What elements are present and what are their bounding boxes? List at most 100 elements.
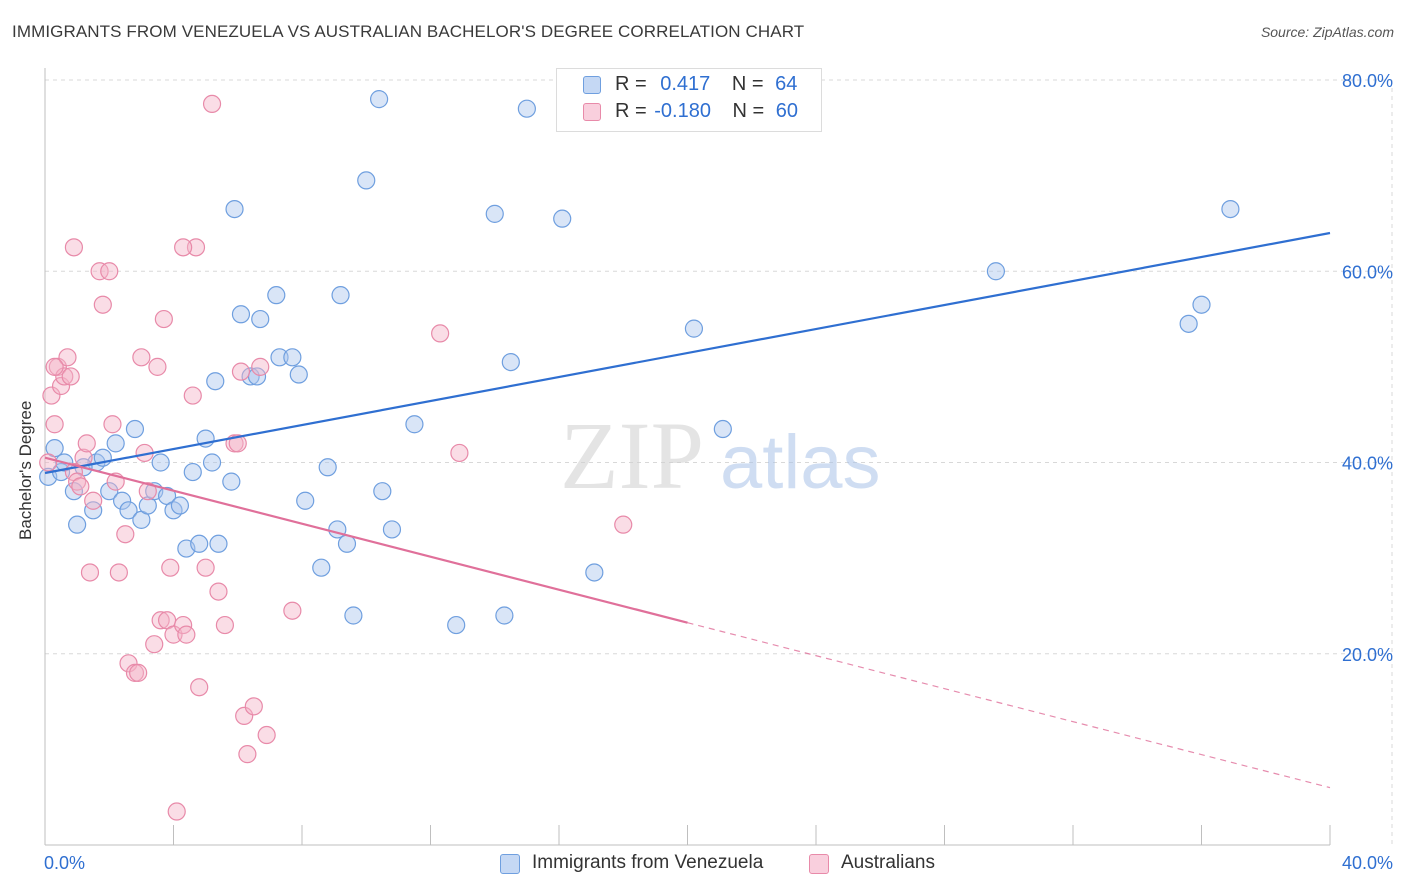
- australians-point: [42, 386, 61, 405]
- venezuela-point: [125, 419, 145, 439]
- australians-point: [132, 348, 151, 367]
- legend-r-label: R =: [615, 73, 647, 95]
- venezuela-point: [373, 482, 392, 501]
- venezuela-point: [267, 286, 286, 305]
- venezuela-point: [202, 453, 222, 472]
- venezuela-point: [231, 305, 251, 324]
- australians-point: [215, 615, 234, 635]
- bottom-legend-label: Australians: [841, 852, 935, 873]
- venezuela-point: [553, 209, 572, 228]
- australians-point: [228, 434, 247, 453]
- venezuela-point: [106, 434, 125, 453]
- venezuela-point: [151, 453, 170, 472]
- australians-point: [58, 348, 77, 367]
- australians-point: [174, 615, 193, 635]
- australians-point: [45, 357, 64, 376]
- data-points: [39, 90, 1240, 821]
- australians-point: [238, 745, 257, 764]
- venezuela-point: [713, 419, 732, 439]
- legend-n-label: N =: [732, 100, 765, 122]
- australians-point: [116, 525, 135, 544]
- australians-point: [90, 262, 109, 281]
- x-tick-label: 0.0%: [44, 853, 85, 873]
- venezuela-point: [68, 515, 87, 534]
- australians-trend-line-dashed: [687, 622, 1331, 789]
- legend-n-value: 64: [775, 73, 798, 95]
- watermark-zip: ZIP: [560, 402, 704, 509]
- venezuela-point: [585, 563, 604, 582]
- australians-point: [161, 558, 180, 577]
- venezuela-point: [170, 496, 190, 515]
- australians-point: [51, 376, 71, 396]
- legend-r-value: -0.180: [654, 100, 711, 122]
- australians-point: [251, 357, 270, 376]
- australians-point: [183, 386, 202, 405]
- grid-lines: [45, 79, 1393, 845]
- australians-point: [93, 295, 112, 314]
- australians-point: [283, 601, 302, 620]
- australians-point: [450, 443, 469, 463]
- venezuela-point: [357, 171, 376, 190]
- australians-point: [177, 625, 196, 644]
- australians-point: [235, 706, 254, 726]
- australians-point: [186, 238, 206, 257]
- australians-point: [109, 563, 128, 582]
- australians-point: [64, 238, 84, 257]
- australians-point: [45, 415, 64, 434]
- australians-trend-line: [44, 456, 688, 624]
- bottom-legend-swatch-pink: [809, 854, 829, 874]
- australians-point: [129, 663, 148, 682]
- venezuela-point: [495, 606, 514, 625]
- y-axis-label: Bachelor's Degree: [16, 400, 35, 540]
- venezuela-point: [183, 462, 202, 482]
- australians-point: [431, 324, 450, 343]
- venezuela-point: [190, 534, 209, 553]
- venezuela-point: [222, 472, 241, 491]
- stats-legend: R = 0.417 N = 64 R = -0.180 N = 60: [556, 68, 822, 132]
- watermark: ZIP atlas: [560, 402, 881, 509]
- y-tick-labels: 20.0% 40.0% 60.0% 80.0%: [1342, 71, 1393, 665]
- y-tick-label: 40.0%: [1342, 454, 1393, 474]
- y-tick-label: 80.0%: [1342, 71, 1393, 91]
- venezuela-point: [283, 348, 302, 367]
- legend-n-value: 60: [775, 100, 799, 122]
- venezuela-point: [344, 606, 363, 625]
- australians-point: [190, 678, 209, 697]
- australians-point: [174, 238, 193, 257]
- venezuela-point: [405, 415, 424, 434]
- trend-lines: [44, 231, 1331, 789]
- australians-point: [138, 482, 157, 501]
- venezuela-point: [209, 534, 228, 553]
- venezuela-point: [312, 558, 331, 577]
- australians-point: [71, 477, 90, 496]
- venezuela-point: [684, 319, 704, 338]
- bottom-legend-swatch-blue: [500, 854, 520, 874]
- x-tick-labels: 0.0% 40.0%: [44, 853, 1393, 873]
- x-tick-label: 40.0%: [1342, 853, 1393, 873]
- venezuela-point: [251, 309, 270, 329]
- australians-point: [77, 434, 96, 453]
- venezuela-point: [382, 520, 402, 539]
- australians-point: [167, 802, 186, 821]
- australians-point: [80, 563, 100, 582]
- venezuela-point: [112, 491, 132, 510]
- axes: [44, 68, 1331, 846]
- australians-point: [257, 725, 276, 745]
- australians-point: [151, 611, 170, 630]
- australians-point: [202, 94, 222, 114]
- venezuela-point: [517, 99, 536, 118]
- legend-r-label: R =: [615, 100, 647, 122]
- australians-point: [614, 515, 633, 534]
- venezuela-point: [241, 367, 260, 386]
- venezuela-point: [447, 615, 466, 635]
- venezuela-point: [270, 348, 289, 367]
- chart-title: IMMIGRANTS FROM VENEZUELA VS AUSTRALIAN …: [12, 22, 805, 41]
- source-label: Source: ZipAtlas.com: [1260, 24, 1394, 40]
- y-tick-label: 20.0%: [1342, 645, 1393, 665]
- australians-point: [103, 415, 122, 434]
- watermark-atlas: atlas: [720, 420, 881, 505]
- venezuela-point: [485, 204, 504, 223]
- venezuela-trend-line: [44, 231, 1331, 475]
- australians-point: [231, 362, 251, 381]
